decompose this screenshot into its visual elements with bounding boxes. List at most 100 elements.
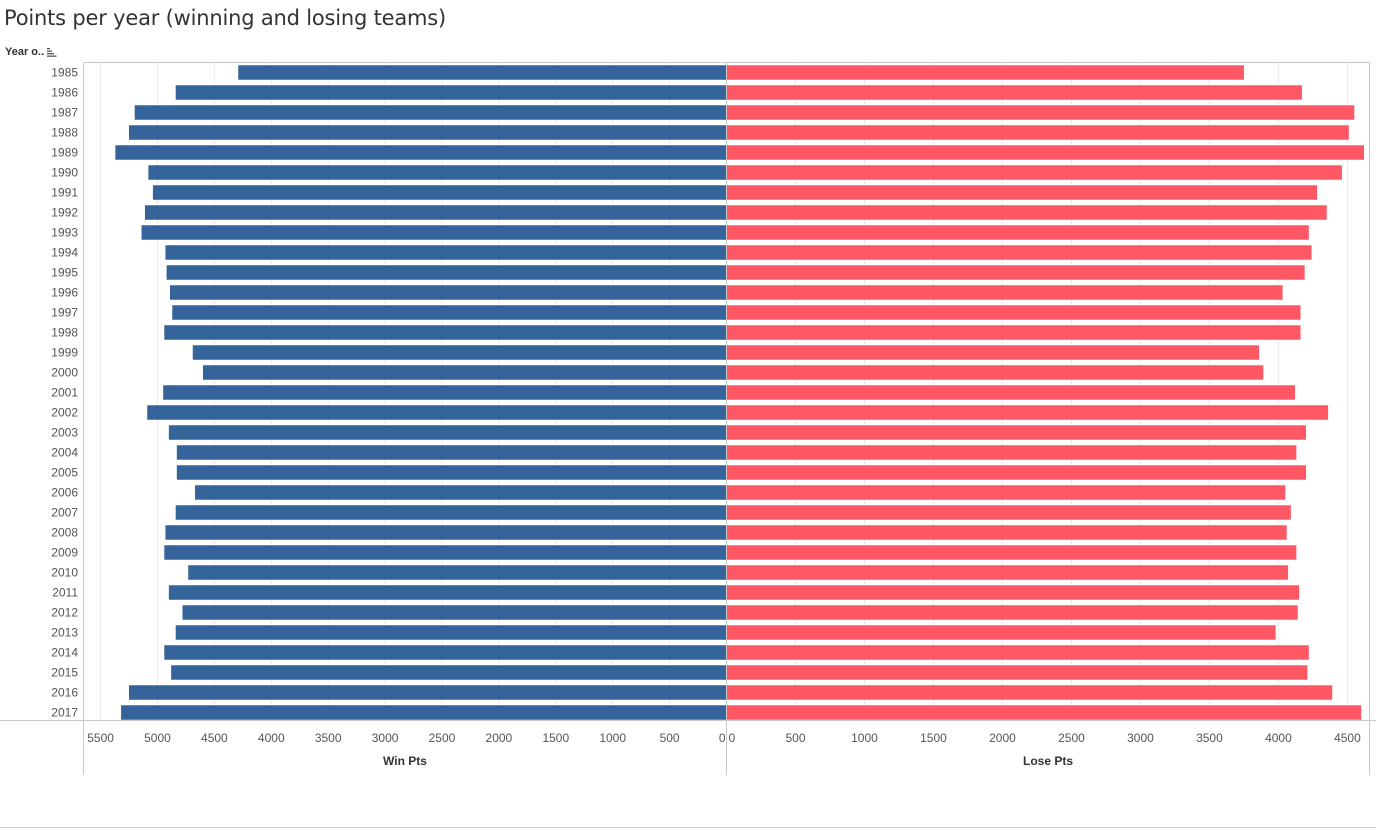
lose-bar [726,565,1289,580]
win-axis-title: Win Pts [383,754,427,768]
win-bar [172,305,727,320]
win-bar [164,325,727,340]
win-bar [175,85,727,100]
year-label: 1992 [51,206,78,220]
win-bar [152,185,727,200]
win-tick-label: 0 [719,731,726,745]
win-bar [165,245,727,260]
year-label: 2001 [51,386,78,400]
labels: 1985 1986 1987 1988 1989 1990 1991 1992 1993 1994… [51,66,1361,768]
year-label: 1990 [51,166,78,180]
lose-bar [726,665,1308,680]
lose-tick-label: 3500 [1196,731,1223,745]
year-label: 1997 [51,306,78,320]
win-bar [163,385,727,400]
lose-bar [726,365,1264,380]
lose-bar [726,205,1327,220]
year-label: 1999 [51,346,78,360]
win-bar [176,445,727,460]
row-header[interactable]: Year o.. [5,46,57,58]
year-label: 1988 [51,126,78,140]
row-header-label: Year o.. [5,46,45,58]
year-label: 2010 [51,566,78,580]
win-bar [182,605,727,620]
lose-bar [726,345,1260,360]
win-tick-label: 3500 [315,731,342,745]
win-bar [144,205,727,220]
lose-bar [726,245,1312,260]
lose-bar [726,445,1297,460]
win-bar [168,585,727,600]
lose-tick-label: 4000 [1265,731,1292,745]
win-tick-label: 4000 [258,731,285,745]
lose-tick-label: 500 [785,731,805,745]
win-bar [171,665,727,680]
year-label: 2006 [51,486,78,500]
lose-axis-title: Lose Pts [1023,754,1073,768]
year-label: 2016 [51,686,78,700]
win-bar [141,225,727,240]
year-label: 2012 [51,606,78,620]
lose-bar [726,605,1298,620]
win-tick-label: 5000 [144,731,171,745]
lose-bar [726,305,1301,320]
lose-bar [726,185,1318,200]
sort-descending-icon[interactable] [47,47,57,57]
win-bar [134,105,727,120]
win-bar [129,125,727,140]
lose-bar [726,465,1307,480]
year-label: 2005 [51,466,78,480]
lose-bar [726,525,1287,540]
win-bar [175,625,727,640]
year-label: 2007 [51,506,78,520]
lose-bar [726,85,1302,100]
year-label: 1991 [51,186,78,200]
lose-bar [726,285,1283,300]
lose-bar [726,65,1244,80]
axes [0,62,1376,775]
win-bar [176,465,727,480]
win-bar [168,425,727,440]
lose-bar [726,685,1333,700]
win-bar [164,645,727,660]
lose-bar [726,625,1276,640]
year-label: 2004 [51,446,78,460]
lose-bar [726,105,1355,120]
year-label: 1985 [51,66,78,80]
lose-bar [726,545,1297,560]
lose-bar [726,645,1309,660]
year-label: 1993 [51,226,78,240]
year-label: 1987 [51,106,78,120]
year-label: 1995 [51,266,78,280]
lose-bar [726,165,1342,180]
win-bar [166,265,727,280]
win-bar [175,505,727,520]
year-label: 2000 [51,366,78,380]
win-bar [202,365,727,380]
win-tick-label: 500 [660,731,680,745]
lose-bar [726,265,1305,280]
lose-tick-label: 2000 [989,731,1016,745]
win-tick-label: 3000 [372,731,399,745]
year-label: 2008 [51,526,78,540]
year-label: 1998 [51,326,78,340]
lose-bar [726,485,1286,500]
win-bar [129,685,727,700]
bars [115,65,1364,720]
win-tick-label: 5500 [87,731,114,745]
win-tick-label: 1500 [542,731,569,745]
win-tick-label: 2500 [429,731,456,745]
win-bar [169,285,727,300]
lose-bar [726,705,1362,720]
year-label: 2013 [51,626,78,640]
win-bar [192,345,727,360]
lose-bar [726,585,1300,600]
year-label: 2011 [52,586,78,600]
year-label: 2014 [51,646,78,660]
win-bar [238,65,727,80]
year-label: 2003 [51,426,78,440]
bottom-divider [0,827,1376,828]
year-label: 1986 [51,86,78,100]
win-bar [147,405,727,420]
win-tick-label: 2000 [486,731,513,745]
